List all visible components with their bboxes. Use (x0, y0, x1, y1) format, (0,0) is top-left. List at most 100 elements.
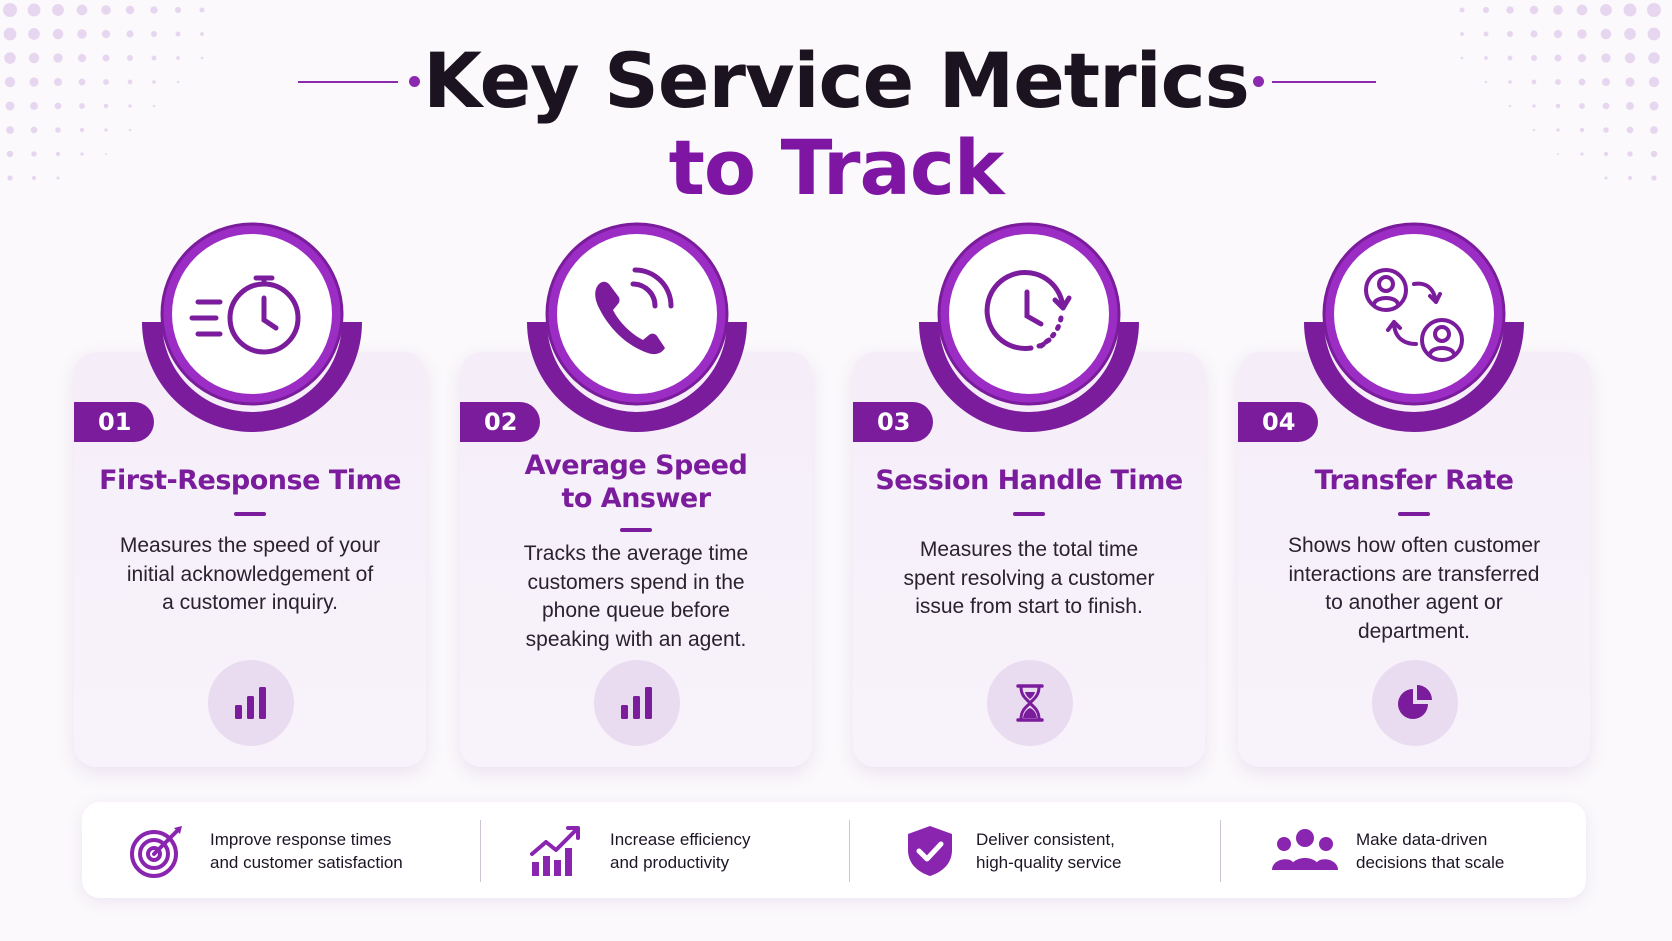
clock-cycle-icon (984, 269, 1072, 348)
page-title-line2: to Track (668, 123, 1005, 212)
metric-number-badge: 04 (1238, 402, 1318, 442)
metric-medal-04 (1298, 222, 1530, 432)
decor-dot (1556, 152, 1560, 156)
decor-dot (1650, 150, 1658, 158)
decor-dot (1530, 30, 1538, 38)
decor-dot (1580, 152, 1584, 156)
decor-dot (1627, 151, 1633, 157)
decor-dot (1531, 79, 1537, 85)
decor-dot (77, 29, 87, 39)
page-title-line1: Key Service Metrics (423, 36, 1250, 125)
decor-dot (1459, 7, 1465, 13)
decor-dot (4, 52, 16, 64)
decor-dot (28, 52, 40, 64)
decor-dot (54, 102, 62, 110)
decor-dot (1460, 32, 1464, 36)
decor-dot (1531, 55, 1537, 61)
decor-dot (1626, 126, 1634, 134)
decor-dot (1626, 102, 1634, 110)
decor-dot (150, 30, 158, 38)
decor-dot (56, 176, 60, 180)
metric-medal-01 (136, 222, 368, 432)
decor-dot (27, 3, 41, 17)
decor-dot (4, 76, 16, 88)
metric-title: Transfer Rate (1314, 465, 1514, 496)
metric-number-badge: 02 (460, 402, 540, 442)
decor-dot (1484, 80, 1488, 84)
dot-pattern-right (1459, 3, 1661, 181)
decor-dot (1624, 28, 1636, 40)
decor-dot (53, 53, 63, 63)
title-decor-dot-left (409, 76, 420, 87)
title-underline (1398, 512, 1430, 516)
decor-dot (103, 79, 109, 85)
hourglass-icon (1016, 684, 1044, 722)
pie-chart-icon (1398, 685, 1432, 719)
decor-dot (1555, 79, 1561, 85)
title-underline (234, 512, 266, 516)
growth-chart-icon (530, 826, 580, 876)
decor-dot (1576, 4, 1588, 16)
decor-dot (30, 126, 38, 134)
metric-description: Shows how often customer interactions ar… (1287, 534, 1541, 643)
decor-dot (1556, 128, 1560, 132)
decor-dot (1553, 5, 1563, 15)
metric-medal-03 (913, 222, 1145, 432)
benefit-text: Increase efficiency and productivity (610, 830, 751, 872)
decor-dot (125, 5, 135, 15)
decor-dot (127, 55, 133, 61)
title-underline (1013, 512, 1045, 516)
decor-dot (128, 128, 132, 132)
decor-dot (28, 28, 40, 40)
mini-icon-badge (594, 660, 680, 746)
decor-dot (1482, 6, 1490, 14)
decor-dot (1602, 102, 1610, 110)
decor-dot (1579, 127, 1585, 133)
decor-dot (1648, 52, 1660, 64)
decor-dot (6, 126, 14, 134)
decor-dot (1600, 4, 1612, 16)
benefit-divider (849, 820, 850, 882)
decor-dot (104, 128, 108, 132)
decor-dot (1532, 104, 1536, 108)
decor-dot (200, 56, 204, 60)
decor-dot (1603, 151, 1609, 157)
benefit-divider (1220, 820, 1221, 882)
decor-dot (199, 7, 205, 13)
decor-dot (1578, 78, 1586, 86)
title-decor-line-right (1272, 81, 1376, 83)
decor-dot (1460, 56, 1464, 60)
decor-dot (1625, 77, 1635, 87)
decor-dot (31, 175, 37, 181)
decor-dot (1579, 103, 1585, 109)
decor-dot (29, 77, 39, 87)
decor-dot (1529, 5, 1539, 15)
decor-dot (52, 4, 64, 16)
decor-dot (175, 31, 181, 37)
decor-dot (1627, 175, 1633, 181)
decor-dot (150, 6, 158, 14)
team-icon (1272, 829, 1338, 870)
decor-dot (176, 56, 180, 60)
decor-dot (80, 152, 84, 156)
decor-dot (1601, 53, 1611, 63)
decor-dot (1604, 176, 1608, 180)
decor-dot (1508, 104, 1512, 108)
benefit-text: Deliver consistent, high-quality service (976, 830, 1122, 872)
decor-dot (1600, 28, 1612, 40)
shield-check-icon (908, 826, 952, 876)
metric-title: Session Handle Time (875, 465, 1183, 496)
decor-dot (1624, 52, 1636, 64)
decor-dot (200, 32, 204, 36)
decor-dot (1484, 56, 1488, 60)
decor-dot (1532, 128, 1536, 132)
decor-dot (102, 54, 110, 62)
decor-dot (1647, 27, 1661, 41)
decor-dot (7, 175, 13, 181)
decor-dot (101, 29, 111, 39)
decor-dot (176, 80, 180, 84)
metric-description: Measures the total time spent resolving … (903, 538, 1155, 618)
decor-dot (151, 55, 157, 61)
decor-dot (128, 104, 132, 108)
decor-dot (1555, 103, 1561, 109)
